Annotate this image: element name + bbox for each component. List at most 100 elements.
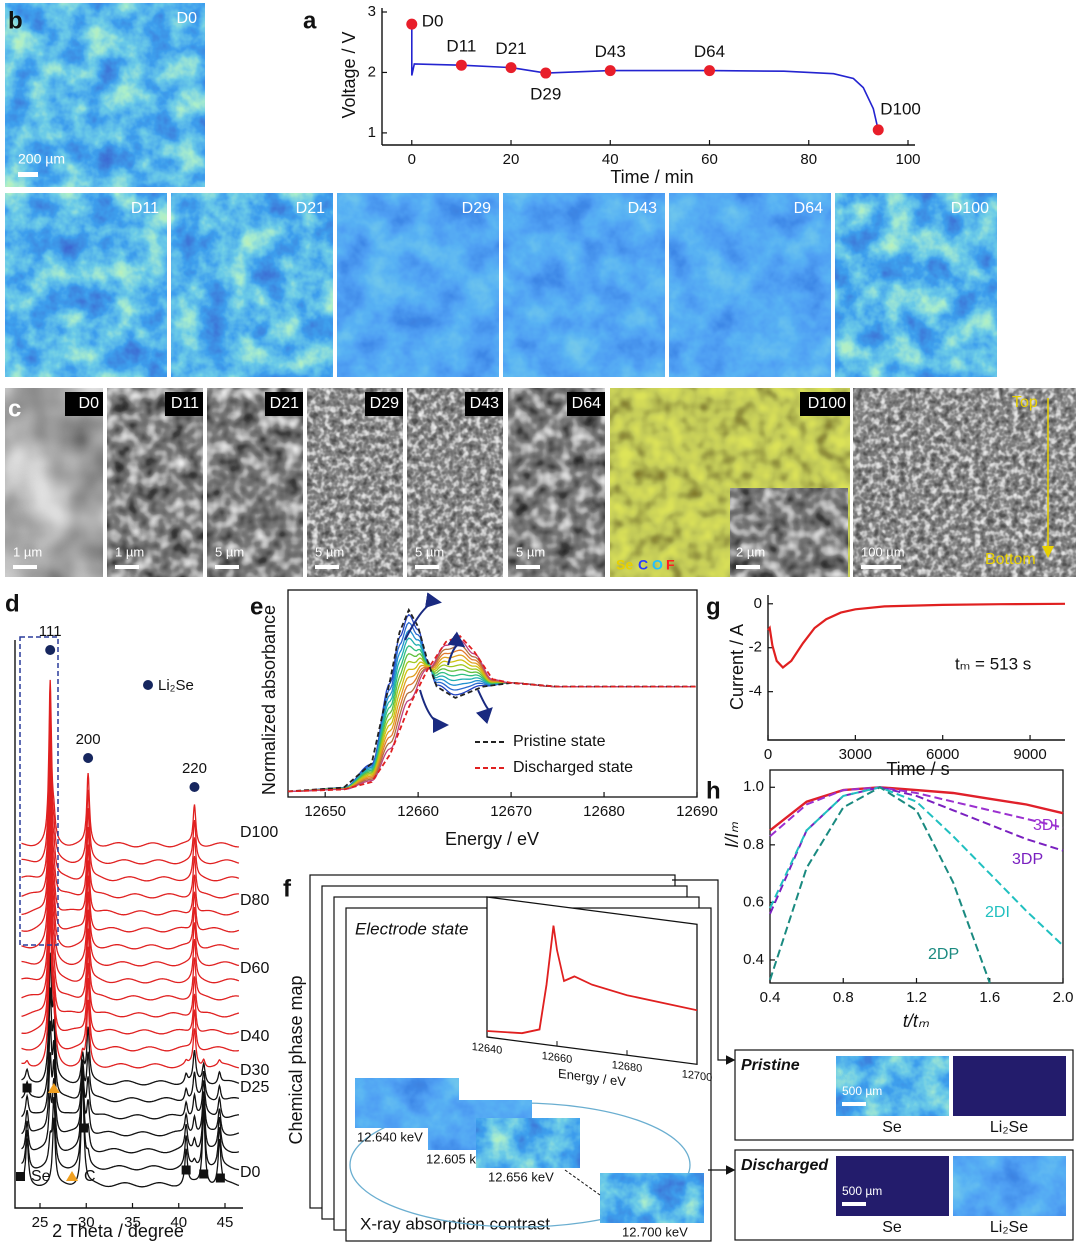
x-tick-label: 60 <box>701 151 718 168</box>
x-tick-label: 40 <box>170 1214 187 1231</box>
model-line <box>769 786 1064 832</box>
y-axis-title: Current / A <box>727 624 747 710</box>
marker-label: D64 <box>694 42 725 61</box>
panel-label: h <box>706 777 721 804</box>
arrow <box>404 592 442 641</box>
c-marker <box>47 1083 60 1093</box>
x-axis-title: t/tₘ <box>903 1011 930 1031</box>
panel-label: c <box>8 395 21 422</box>
contrast-label: X-ray absorption contrast <box>360 1214 550 1233</box>
xrd-curve <box>21 1070 240 1154</box>
x-tick-label: 3000 <box>839 746 872 763</box>
y-axis-title: I/Iₘ <box>722 821 742 848</box>
panel-label: f <box>283 875 292 902</box>
map-label: Se <box>882 1119 902 1136</box>
pristine-curve <box>287 607 697 793</box>
arrow <box>419 689 449 733</box>
se-marker <box>199 1169 209 1179</box>
legend-li2se <box>143 680 153 690</box>
energy-label: 12.640 keV <box>357 1129 423 1144</box>
annotation: tₘ = 513 s <box>955 654 1031 673</box>
result-title: Pristine <box>741 1057 800 1074</box>
xrd-curve <box>21 734 240 899</box>
energy-label: 12.700 keV <box>622 1224 688 1239</box>
series-label: 2DI <box>985 904 1010 921</box>
y-tick-label: 1 <box>368 124 376 141</box>
eds-legend: C <box>638 557 648 573</box>
legend-label: Pristine state <box>513 733 606 750</box>
x-tick-label: 80 <box>800 151 817 168</box>
image-label: D0 <box>79 395 100 412</box>
marker <box>505 62 517 74</box>
x-tick-label: 12660 <box>542 1050 573 1066</box>
panel-label: a <box>303 7 317 34</box>
xanes-curve <box>288 621 696 793</box>
scale-bar-label: 5 µm <box>315 544 344 559</box>
eds-legend: F <box>666 557 675 573</box>
sem-image <box>508 388 605 577</box>
current-line <box>767 602 1066 669</box>
map-label: Li₂Se <box>990 1219 1028 1236</box>
x-tick-label: 25 <box>32 1214 49 1231</box>
optical-image <box>669 193 831 377</box>
x-tick-label: 2.0 <box>1053 989 1074 1006</box>
discharged-curve <box>287 635 697 793</box>
xrd-curve <box>21 1052 240 1137</box>
series-label: 2DP <box>928 946 959 963</box>
y-tick-label: 3 <box>368 3 376 20</box>
scale-bar <box>415 565 439 569</box>
side-label: Chemical phase map <box>286 975 306 1144</box>
arrow <box>672 879 736 1065</box>
peak-label: 220 <box>182 760 207 777</box>
panel-label: e <box>250 593 263 620</box>
phase-map <box>953 1156 1066 1216</box>
scale-bar-label: 5 µm <box>516 544 545 559</box>
x-tick-label: 100 <box>895 151 920 168</box>
xrd-curve <box>21 868 240 1035</box>
series-label: 3DI <box>1033 817 1058 834</box>
image-label: D29 <box>370 395 399 412</box>
legend-se <box>16 1172 25 1181</box>
scale-bar-label: 5 µm <box>415 544 444 559</box>
legend-label: Discharged state <box>513 759 633 776</box>
curve-label: D30 <box>240 1062 269 1079</box>
plot-frame <box>769 769 1064 984</box>
xrd-curve <box>21 884 240 1052</box>
x-tick-label: 20 <box>503 151 520 168</box>
marker <box>540 67 552 79</box>
sem-image <box>5 388 103 577</box>
li2se-marker <box>189 782 200 792</box>
image-label: D21 <box>296 200 325 217</box>
scale-bar <box>18 172 38 177</box>
label-box <box>65 392 103 416</box>
x-tick-label: 12700 <box>682 1068 713 1084</box>
legend-c <box>66 1171 78 1181</box>
scale-bar <box>842 1202 866 1206</box>
scale-bar <box>315 565 339 569</box>
se-marker <box>215 1173 225 1183</box>
y-tick-label: 0.4 <box>743 951 764 968</box>
scale-bar <box>516 565 540 569</box>
x-axis-title: 2 Theta / degree <box>52 1221 184 1241</box>
x-tick-label: 0.8 <box>833 989 854 1006</box>
top-label: Top <box>1012 394 1038 411</box>
optical-image <box>337 193 499 377</box>
x-tick-label: 9000 <box>1013 746 1046 763</box>
image-label: D11 <box>131 200 159 217</box>
image-label: D43 <box>628 200 657 217</box>
scale-bar-label: 5 µm <box>215 544 244 559</box>
panel-label: b <box>8 7 23 34</box>
curve-label: D25 <box>240 1079 269 1096</box>
image-label: D43 <box>470 395 499 412</box>
label-box <box>265 392 303 416</box>
image-label: D100 <box>951 200 989 217</box>
scale-bar <box>115 565 139 569</box>
y-axis-title: Voltage / V <box>339 31 359 118</box>
li2se-marker <box>45 645 56 655</box>
scale-bar-label: 2 µm <box>736 544 765 559</box>
optical-image <box>835 193 997 377</box>
arrow <box>447 631 466 666</box>
y-tick-label: 1.0 <box>743 778 764 795</box>
y-tick-label: 2 <box>368 63 376 80</box>
sem-image <box>853 388 1076 577</box>
